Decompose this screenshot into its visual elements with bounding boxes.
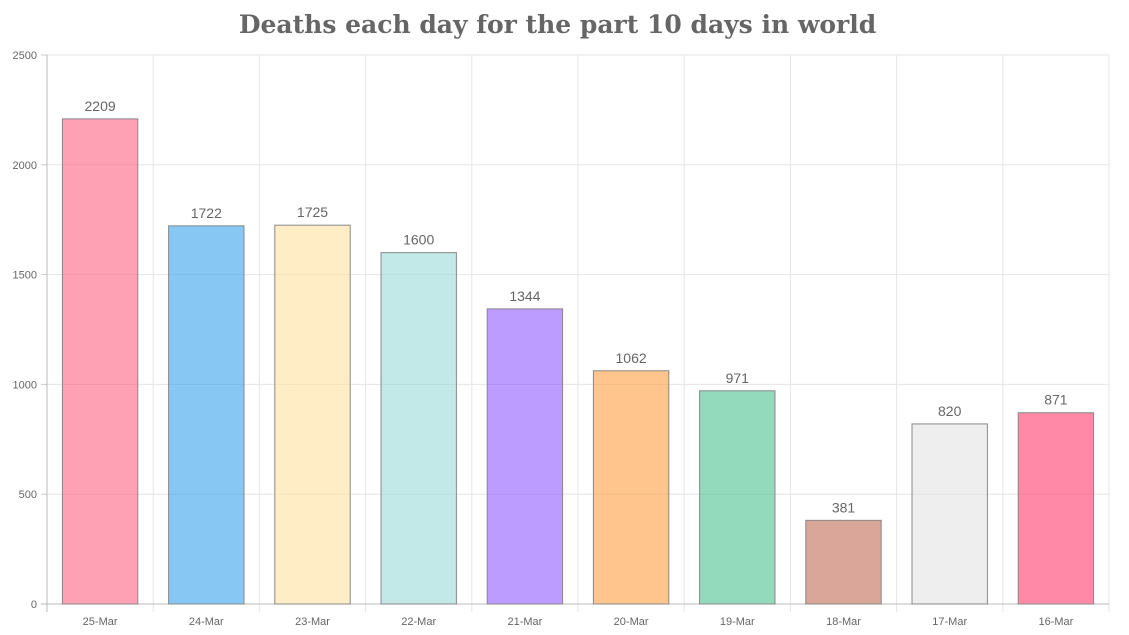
x-tick-label: 22-Mar [401, 616, 436, 628]
bar-18-mar[interactable] [805, 519, 882, 605]
data-label: 971 [726, 370, 750, 386]
x-tick-label: 25-Mar [83, 616, 118, 628]
x-tick-label: 19-Mar [720, 616, 755, 628]
bars [61, 118, 1095, 605]
x-tick-label: 20-Mar [614, 616, 649, 628]
data-label: 820 [938, 403, 962, 419]
data-label: 381 [832, 499, 856, 515]
bar-17-mar[interactable] [911, 423, 988, 605]
bar-16-mar[interactable] [1017, 412, 1095, 605]
y-tick-label: 2500 [13, 50, 37, 62]
y-tick-label: 1000 [13, 379, 37, 391]
x-tick-label: 21-Mar [507, 616, 542, 628]
data-label: 1600 [403, 232, 434, 248]
y-tick-label: 2000 [13, 160, 37, 172]
data-label: 2209 [85, 98, 116, 114]
data-label: 1722 [191, 205, 222, 221]
y-tick-label: 1500 [13, 270, 37, 282]
bar-19-mar[interactable] [699, 390, 776, 605]
bar-22-mar[interactable] [380, 252, 457, 605]
x-tick-label: 18-Mar [826, 616, 861, 628]
bar-23-mar[interactable] [274, 224, 351, 605]
x-tick-label: 24-Mar [189, 616, 224, 628]
bar-20-mar[interactable] [592, 370, 670, 605]
y-tick-label: 0 [31, 599, 37, 611]
bar-21-mar[interactable] [486, 308, 564, 605]
data-label: 1062 [616, 350, 647, 366]
chart-title: Deaths each day for the part 10 days in … [238, 10, 877, 39]
bar-25-mar[interactable] [61, 118, 139, 605]
data-label: 1344 [509, 288, 540, 304]
data-labels: 2209 1722 1725 1600 1344 1062 971 381 820 871 [85, 98, 1068, 515]
data-label: 871 [1044, 392, 1068, 408]
y-tick-label: 500 [19, 489, 37, 501]
x-tick-label: 17-Mar [932, 616, 967, 628]
x-tick-label: 23-Mar [295, 616, 330, 628]
data-label: 1725 [297, 204, 328, 220]
bar-24-mar[interactable] [168, 225, 245, 605]
x-tick-label: 16-Mar [1038, 616, 1073, 628]
